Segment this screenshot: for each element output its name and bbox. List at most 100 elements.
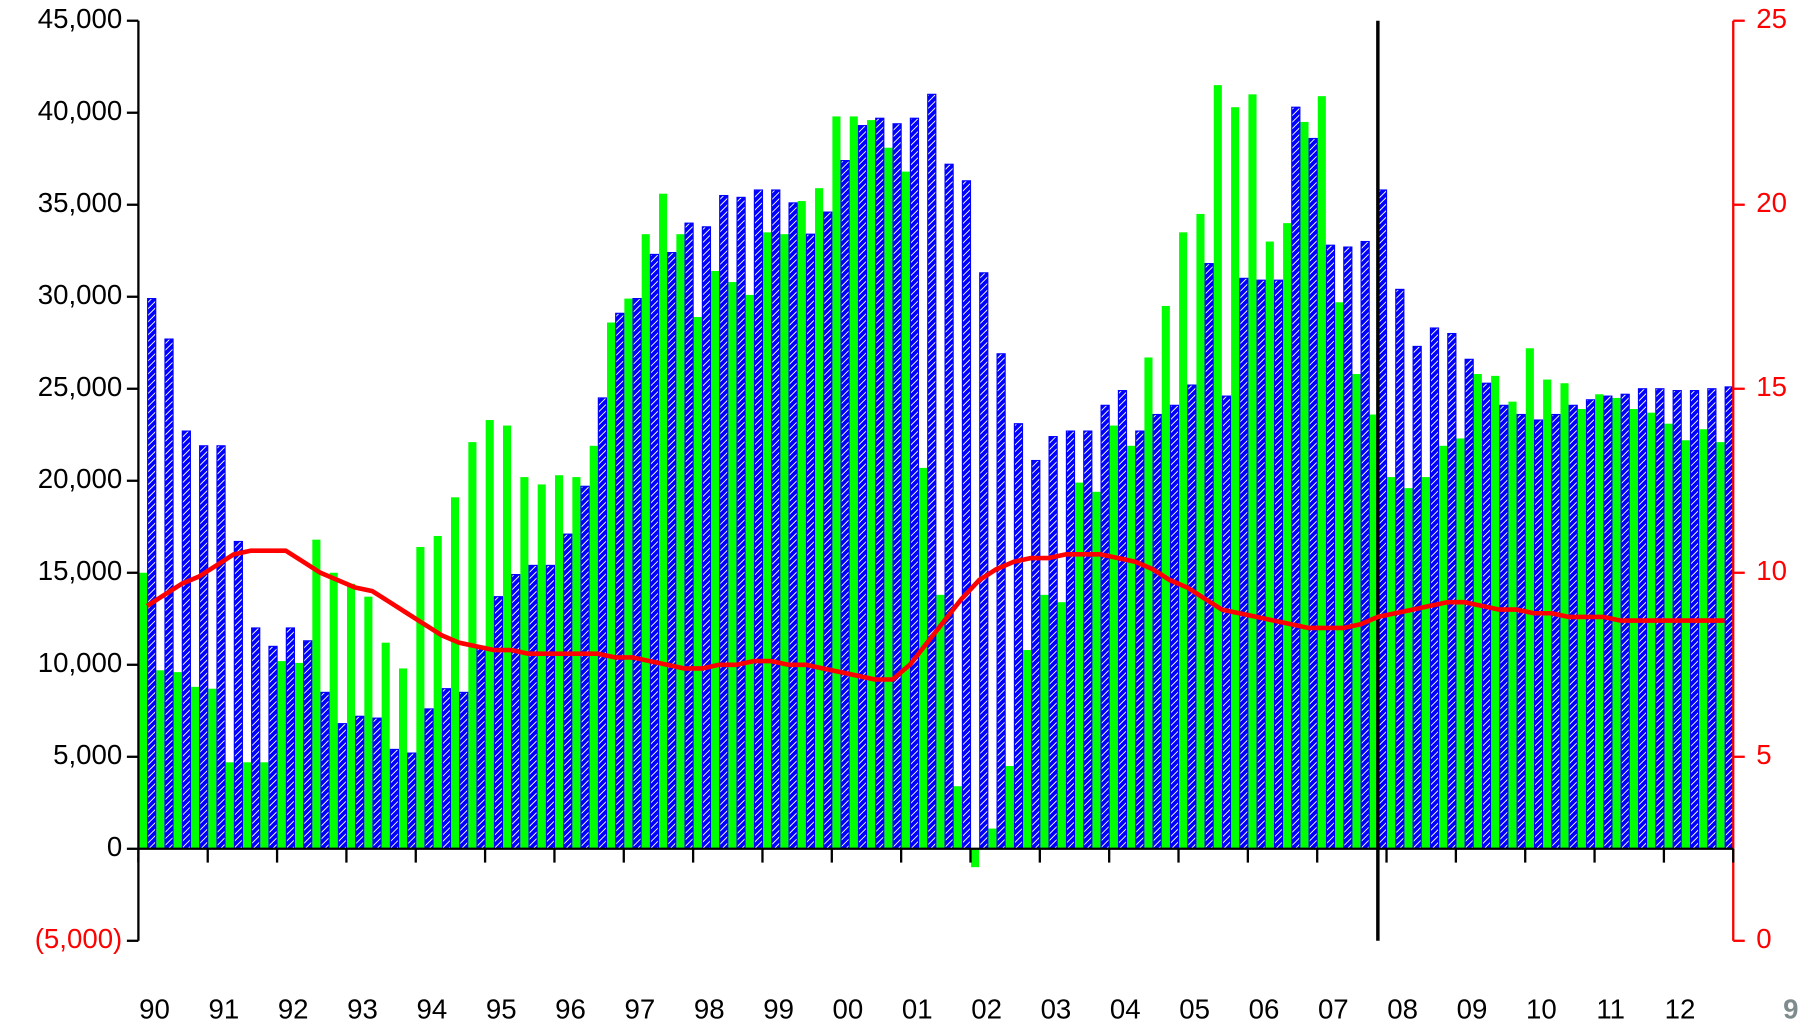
x-tick-label: 02	[971, 993, 1002, 1024]
bar	[1404, 488, 1413, 849]
bar	[233, 540, 243, 850]
bar	[684, 222, 694, 850]
bar	[1377, 189, 1388, 850]
x-tick-label: 04	[1110, 993, 1141, 1024]
bar	[503, 425, 512, 849]
bar	[1300, 121, 1309, 849]
bar	[1144, 357, 1153, 849]
bar	[1421, 477, 1430, 849]
bar	[424, 708, 434, 850]
bar	[607, 322, 616, 849]
bar	[1335, 302, 1344, 849]
x-tick-label: 11	[1596, 993, 1625, 1024]
bar	[555, 475, 564, 849]
bar	[988, 828, 997, 849]
bar	[1109, 425, 1118, 849]
bar	[208, 688, 217, 849]
x-tick-label: 95	[486, 993, 517, 1024]
bar	[1256, 279, 1266, 850]
bar	[1065, 430, 1076, 850]
x-tick-label: 97	[625, 993, 656, 1024]
bar	[961, 180, 972, 850]
bar	[1568, 404, 1578, 850]
bar	[1127, 445, 1136, 849]
x-tick-label: 96	[555, 993, 586, 1024]
bar	[1169, 404, 1180, 850]
bar	[1629, 408, 1638, 849]
bar	[1092, 491, 1101, 849]
bar	[1681, 440, 1690, 849]
bar	[294, 662, 304, 849]
bar	[1308, 137, 1318, 850]
bar	[589, 445, 598, 849]
bar	[1525, 348, 1534, 849]
bar	[1213, 85, 1222, 849]
bar	[520, 477, 529, 849]
bar	[242, 762, 252, 849]
bar	[1456, 438, 1465, 849]
x-tick-label: 98	[694, 993, 725, 1024]
bar	[753, 189, 764, 850]
bar	[1325, 244, 1336, 850]
bar	[892, 123, 902, 850]
bar	[1387, 477, 1396, 849]
bar	[216, 445, 226, 850]
bar	[493, 596, 504, 850]
bar	[676, 234, 685, 849]
bar	[1439, 445, 1448, 849]
bar	[597, 397, 608, 850]
bar	[459, 691, 469, 850]
x-tick-label: 03	[1041, 993, 1072, 1024]
bar	[572, 477, 581, 849]
bar	[1291, 106, 1301, 850]
bar	[763, 232, 772, 849]
bar	[441, 688, 452, 850]
x-tick-label: 06	[1249, 993, 1280, 1024]
bar	[953, 786, 962, 849]
bar	[156, 670, 165, 849]
bar	[771, 189, 781, 850]
y-tick-label: 45,000	[38, 3, 123, 34]
bar	[1221, 395, 1232, 850]
bar	[147, 298, 157, 850]
bar	[451, 497, 460, 849]
bar	[701, 226, 712, 850]
x-tick-label: 10	[1526, 993, 1557, 1024]
bar	[1005, 765, 1014, 849]
bar	[1551, 413, 1561, 850]
y-tick-label: 0	[107, 831, 122, 862]
bar	[927, 93, 937, 850]
bar	[1473, 374, 1482, 849]
bar	[1187, 384, 1197, 850]
x-tick-label: 00	[833, 993, 864, 1024]
bar	[641, 234, 650, 849]
bar	[615, 312, 625, 850]
bar	[1117, 390, 1128, 850]
bar	[1516, 413, 1526, 850]
bar	[372, 717, 382, 850]
bar	[580, 485, 590, 850]
bar	[1612, 397, 1621, 849]
bar	[277, 661, 286, 849]
bar	[711, 270, 720, 849]
bar	[1057, 602, 1066, 849]
bar	[840, 160, 850, 850]
y2-tick-label: 0	[1756, 923, 1771, 954]
bar	[901, 171, 910, 849]
bar	[649, 253, 660, 850]
bar	[199, 445, 209, 850]
bar	[537, 484, 546, 849]
y2-tick-label: 10	[1756, 555, 1787, 586]
bar	[1499, 404, 1509, 850]
bar	[1577, 408, 1586, 849]
bar	[1013, 423, 1024, 850]
bar	[320, 691, 330, 850]
bar	[416, 547, 425, 849]
bar	[1204, 263, 1214, 850]
bar	[1031, 459, 1041, 850]
bar	[780, 234, 789, 849]
bar	[857, 125, 868, 850]
bar	[745, 294, 754, 849]
bar	[815, 188, 824, 849]
bar	[1412, 345, 1422, 850]
